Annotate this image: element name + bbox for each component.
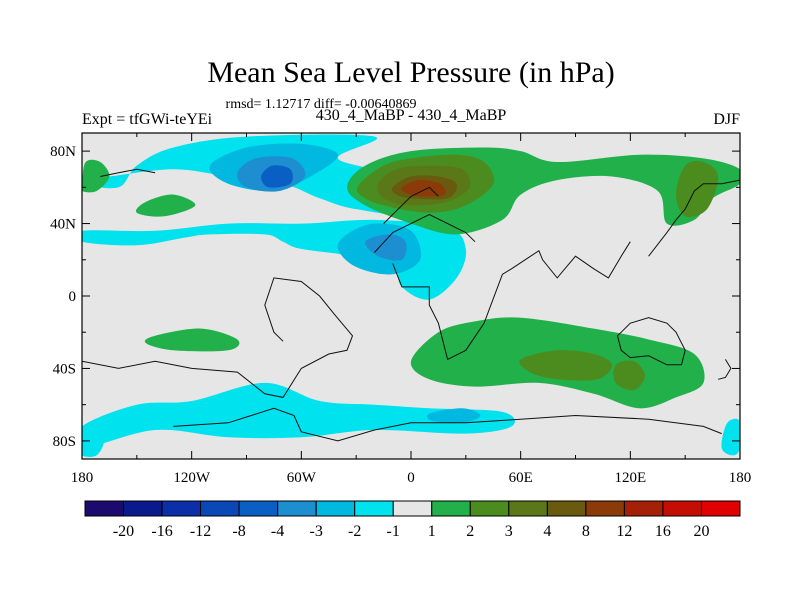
colorbar-label-1: -16 (151, 523, 172, 540)
colorbar-box-0 (84, 500, 125, 517)
y-tick-label-0: 80N (50, 144, 76, 160)
x-tick-label-5: 120E (614, 470, 646, 486)
colorbar-label-13: 12 (616, 523, 632, 540)
contour-region-2 (82, 382, 515, 449)
contour-region-14 (144, 328, 240, 352)
colorbar-box-2 (161, 500, 202, 517)
colorbar-box-1 (123, 500, 163, 517)
colorbar-box-12 (546, 500, 587, 517)
colorbar-box-9 (431, 500, 471, 517)
x-tick-label-0: 180 (71, 470, 94, 486)
contour-region-4 (721, 418, 740, 456)
contour-region-19 (613, 360, 645, 391)
coastline-5 (616, 317, 686, 366)
colorbar-box-10 (469, 500, 510, 517)
contour-region-7 (426, 408, 481, 424)
colorbar-label-4: -4 (271, 523, 284, 540)
x-tick-label-1: 120W (173, 470, 211, 486)
coastline-4 (383, 186, 439, 224)
contour-region-3 (82, 425, 104, 457)
contour-region-12 (136, 194, 196, 217)
colorbar-label-5: -3 (310, 523, 323, 540)
x-tick-label-3: 0 (407, 470, 415, 486)
colorbar-box-7 (354, 500, 394, 517)
coastline-7 (648, 179, 740, 257)
colorbar-box-3 (200, 500, 240, 517)
y-tick-label-2: 0 (69, 289, 77, 305)
axis-layer: 180 120W 60W 0 60E 120E 180 80N 40N 0 40S 80S (50, 133, 751, 486)
coastline-8 (100, 168, 156, 177)
colorbar-label-2: -12 (190, 523, 211, 540)
colorbar-label-12: 8 (582, 523, 590, 540)
coastline-layer (82, 168, 740, 442)
contour-region-18 (519, 350, 613, 381)
x-tick-label-4: 60E (509, 470, 533, 486)
right-label: DJF (713, 111, 740, 128)
colorbar-box-5 (277, 500, 317, 517)
x-tick-label-6: 180 (729, 470, 752, 486)
coastline-3 (374, 213, 476, 253)
colorbar-label-7: -1 (387, 523, 400, 540)
colorbar-label-15: 20 (694, 523, 710, 540)
y-tick-label-1: 40N (50, 217, 76, 233)
colorbar-box-8 (392, 500, 433, 517)
colorbar-box-16 (700, 500, 741, 517)
coastline-0 (82, 277, 354, 398)
colorbar-label-14: 16 (655, 523, 671, 540)
contour-region-11 (82, 159, 110, 193)
colorbar: -20 -16 -12 -8 -4 -3 -2 -1 1 2 3 4 8 12 16 20 (84, 500, 741, 540)
center-label: 430_4_MaBP - 430_4_MaBP (316, 107, 507, 124)
colorbar-label-3: -8 (232, 523, 245, 540)
coastline-2 (392, 241, 631, 361)
coastline-1 (173, 407, 722, 442)
left-label: Expt = tfGWi-teYEi (82, 111, 213, 128)
chart-title: Mean Sea Level Pressure (in hPa) (207, 56, 614, 89)
contour-region-10 (261, 165, 293, 188)
x-tick-label-2: 60W (287, 470, 317, 486)
colorbar-label-11: 4 (543, 523, 551, 540)
colorbar-label-8: 1 (428, 523, 436, 540)
colorbar-label-9: 2 (466, 523, 474, 540)
y-tick-label-4: 80S (53, 434, 76, 450)
colorbar-box-6 (315, 500, 356, 517)
colorbar-box-13 (585, 500, 625, 517)
stats-text: rmsd= 1.12717 diff= -0.00640869 (226, 97, 417, 112)
contour-layer (82, 134, 740, 457)
coastline-6 (717, 359, 732, 380)
colorbar-label-0: -20 (113, 523, 134, 540)
colorbar-label-10: 3 (505, 523, 513, 540)
colorbar-box-4 (238, 500, 279, 517)
colorbar-box-15 (662, 500, 702, 517)
colorbar-box-11 (508, 500, 548, 517)
colorbar-box-14 (623, 500, 664, 517)
contour-region-9 (365, 234, 407, 261)
colorbar-label-6: -2 (348, 523, 361, 540)
y-tick-label-3: 40S (53, 361, 76, 377)
